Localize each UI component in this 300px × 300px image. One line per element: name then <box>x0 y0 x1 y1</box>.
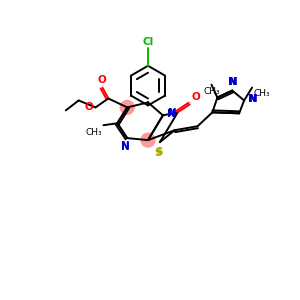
Text: N: N <box>121 141 130 151</box>
Text: N: N <box>168 108 177 118</box>
Text: Cl: Cl <box>142 37 154 47</box>
Text: O: O <box>192 92 200 102</box>
Text: O: O <box>97 75 106 85</box>
Text: CH₃: CH₃ <box>253 88 270 98</box>
Text: N: N <box>248 94 257 104</box>
Text: N: N <box>249 94 258 104</box>
Text: S: S <box>154 148 162 158</box>
Text: CH₃: CH₃ <box>203 87 220 96</box>
Text: CH₃: CH₃ <box>86 128 102 137</box>
Text: N: N <box>121 142 130 152</box>
Text: N: N <box>228 76 237 87</box>
Text: O: O <box>85 102 94 112</box>
Text: S: S <box>155 147 163 157</box>
Text: N: N <box>167 109 176 119</box>
Circle shape <box>141 133 155 147</box>
Circle shape <box>120 100 134 114</box>
Text: N: N <box>229 76 238 87</box>
